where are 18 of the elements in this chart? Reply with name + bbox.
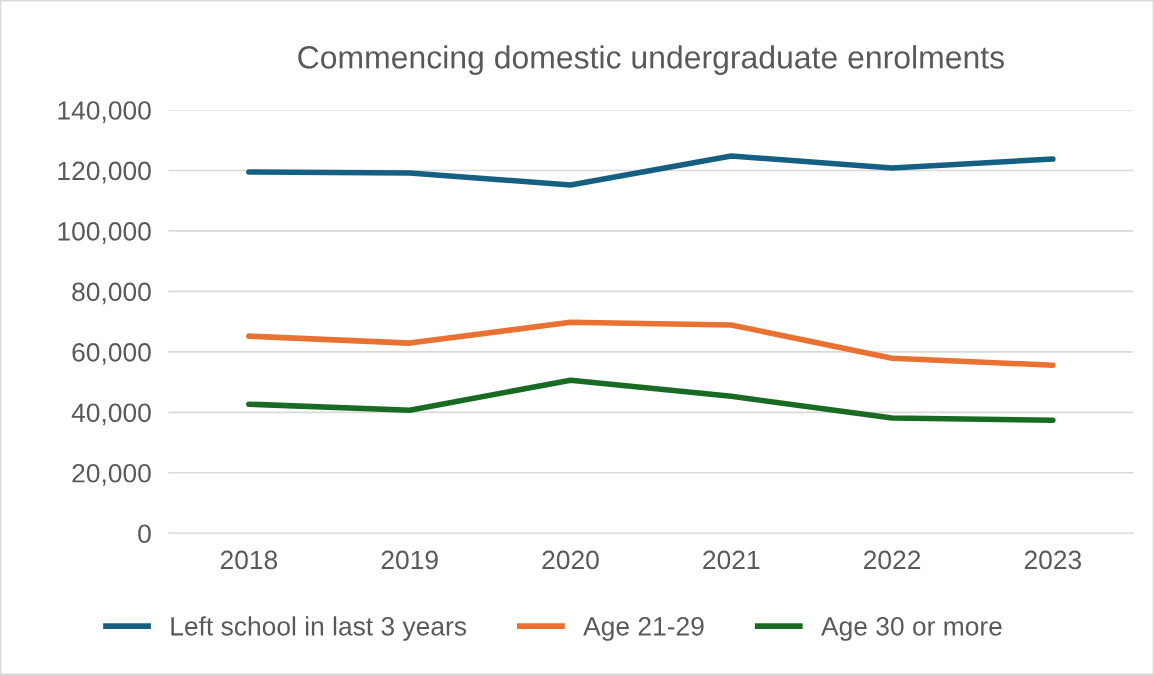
x-tick-label: 2022 xyxy=(864,550,921,570)
y-tick-label: 80,000 xyxy=(72,282,151,305)
x-tick-label: 2019 xyxy=(381,550,438,570)
y-tick-label: 120,000 xyxy=(58,161,151,184)
x-tick-label: 2018 xyxy=(220,550,278,570)
chart-title: Commencing domestic undergraduate enrolments xyxy=(298,45,1004,75)
y-tick-label: 140,000 xyxy=(58,101,151,123)
y-tick-label: 100,000 xyxy=(58,222,151,244)
x-tick-label: 2023 xyxy=(1024,550,1082,570)
legend-label: Age 30 or more xyxy=(821,616,1002,641)
x-tick-label: 2021 xyxy=(703,550,760,570)
y-tick-label: 0 xyxy=(138,524,151,544)
y-tick-label: 40,000 xyxy=(71,403,151,426)
legend-label: Age 21-29 xyxy=(583,616,704,641)
x-tick-label: 2020 xyxy=(542,550,599,570)
y-tick-label: 20,000 xyxy=(72,463,151,486)
legend-label: Left school in last 3 years xyxy=(171,616,467,641)
y-tick-label: 60,000 xyxy=(72,343,151,365)
